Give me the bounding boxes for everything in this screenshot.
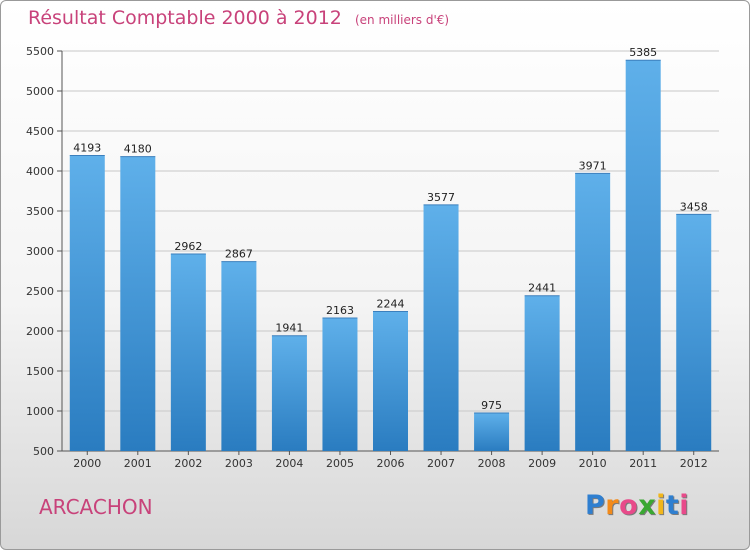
bar-2005 [322, 317, 358, 451]
x-tick-label: 2003 [225, 457, 253, 470]
y-tick-label: 5500 [26, 45, 54, 58]
x-tick-label: 2011 [629, 457, 657, 470]
chart-title: Résultat Comptable 2000 à 2012 [28, 7, 342, 29]
bar-2003 [221, 261, 257, 451]
x-tick-label: 2004 [275, 457, 303, 470]
x-tick-label: 2002 [174, 457, 202, 470]
data-label: 2441 [528, 282, 556, 295]
data-label: 1941 [275, 322, 303, 335]
y-tick-label: 4000 [26, 165, 54, 178]
y-tick-label: 2500 [26, 285, 54, 298]
bar-2004 [271, 335, 307, 451]
y-tick-label: 5000 [26, 85, 54, 98]
data-label: 3458 [680, 200, 708, 213]
y-tick-label: 2000 [26, 325, 54, 338]
data-label: 2867 [225, 248, 253, 261]
chart-subtitle: (en milliers d'€) [354, 13, 450, 27]
x-tick-label: 2010 [579, 457, 607, 470]
bar-2010 [575, 173, 611, 451]
y-tick-label: 3500 [26, 205, 54, 218]
bar-2001 [120, 156, 156, 451]
chart-header: Résultat Comptable 2000 à 2012 (en milli… [28, 7, 449, 29]
data-label: 2244 [377, 297, 405, 310]
bar-2009 [524, 295, 560, 451]
x-tick-label: 2009 [528, 457, 556, 470]
x-tick-label: 2001 [124, 457, 152, 470]
x-tick-label: 2000 [73, 457, 101, 470]
x-tick-label: 2008 [478, 457, 506, 470]
y-tick-label: 3000 [26, 245, 54, 258]
proxiti-logo: Proxiti [585, 490, 689, 521]
bar-2012 [676, 214, 712, 451]
y-tick-label: 4500 [26, 125, 54, 138]
bar-2006 [373, 311, 408, 451]
logo-letter: i [656, 490, 666, 521]
bar-2002 [170, 254, 206, 451]
data-label: 5385 [629, 46, 657, 59]
y-tick-label: 1000 [26, 405, 54, 418]
data-label: 3577 [427, 191, 455, 204]
data-label: 3971 [579, 159, 607, 172]
data-label: 4180 [124, 143, 152, 156]
bar-2007 [423, 204, 459, 451]
logo-letter: r [605, 490, 620, 521]
bar-2008 [474, 413, 510, 451]
place-name: ARCACHON [39, 495, 153, 519]
data-label: 4193 [73, 142, 101, 155]
x-tick-label: 2012 [680, 457, 708, 470]
logo-letter: i [679, 490, 690, 521]
x-tick-label: 2006 [377, 457, 405, 470]
data-label: 975 [481, 399, 502, 412]
y-tick-label: 500 [33, 445, 54, 458]
logo-letter: x [638, 490, 657, 521]
bar-2000 [69, 155, 105, 451]
x-tick-label: 2007 [427, 457, 455, 470]
logo-letter: o [619, 490, 639, 521]
data-label: 2163 [326, 304, 354, 317]
bar-2011 [625, 60, 661, 451]
x-tick-label: 2005 [326, 457, 354, 470]
logo-letter: P [585, 490, 606, 521]
logo-letter: t [665, 490, 680, 521]
y-tick-label: 1500 [26, 365, 54, 378]
data-label: 2962 [174, 240, 202, 253]
